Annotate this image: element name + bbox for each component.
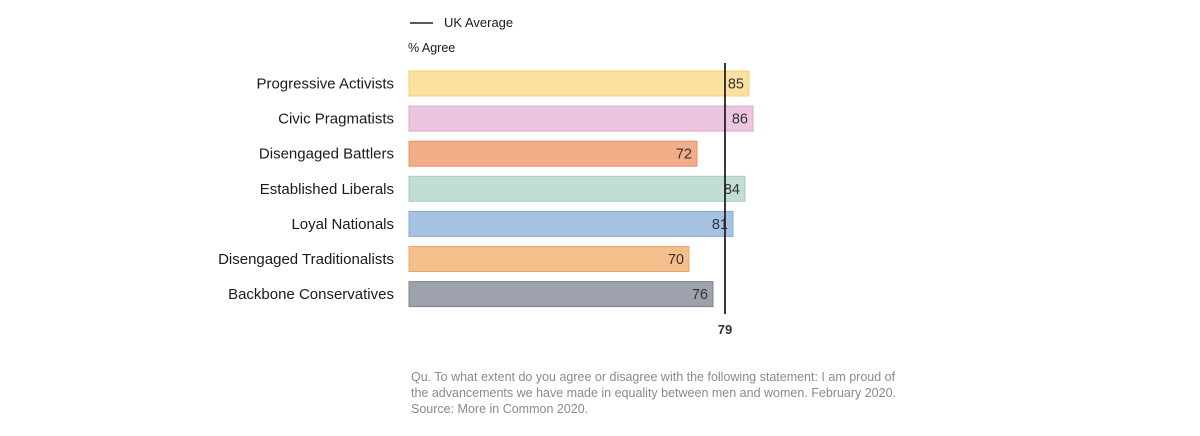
legend: UK Average xyxy=(410,15,513,30)
value-label: 72 xyxy=(676,147,692,163)
bar xyxy=(408,281,714,308)
category-label: Civic Pragmatists xyxy=(278,111,394,128)
category-label: Disengaged Battlers xyxy=(259,146,394,163)
category-label: Backbone Conservatives xyxy=(228,286,394,303)
value-label: 81 xyxy=(712,217,728,233)
footnote: Qu. To what extent do you agree or disag… xyxy=(411,369,971,417)
legend-label: UK Average xyxy=(444,15,513,30)
category-label: Loyal Nationals xyxy=(291,216,394,233)
bars: Progressive Activists 85 Civic Pragmatists… xyxy=(218,70,754,308)
footnote-line: Qu. To what extent do you agree or disag… xyxy=(411,370,896,384)
bar xyxy=(408,246,690,272)
footnote-line: the advancements we have made in equalit… xyxy=(411,386,897,400)
value-label: 76 xyxy=(692,287,708,303)
uk-average-value-label: 79 xyxy=(718,322,732,337)
footnote-line: Source: More in Common 2020. xyxy=(411,402,589,416)
category-label: Progressive Activists xyxy=(256,76,394,93)
category-label: Established Liberals xyxy=(260,181,394,198)
bar xyxy=(408,105,754,132)
bar xyxy=(408,210,734,237)
value-label: 86 xyxy=(732,112,748,128)
bar xyxy=(408,140,698,167)
value-label: 84 xyxy=(724,182,740,198)
category-label: Disengaged Traditionalists xyxy=(218,251,394,268)
bar xyxy=(408,70,750,97)
value-label: 85 xyxy=(728,77,744,93)
unit-label: % Agree xyxy=(408,41,455,55)
value-label: 70 xyxy=(668,252,684,268)
bar xyxy=(408,175,746,202)
